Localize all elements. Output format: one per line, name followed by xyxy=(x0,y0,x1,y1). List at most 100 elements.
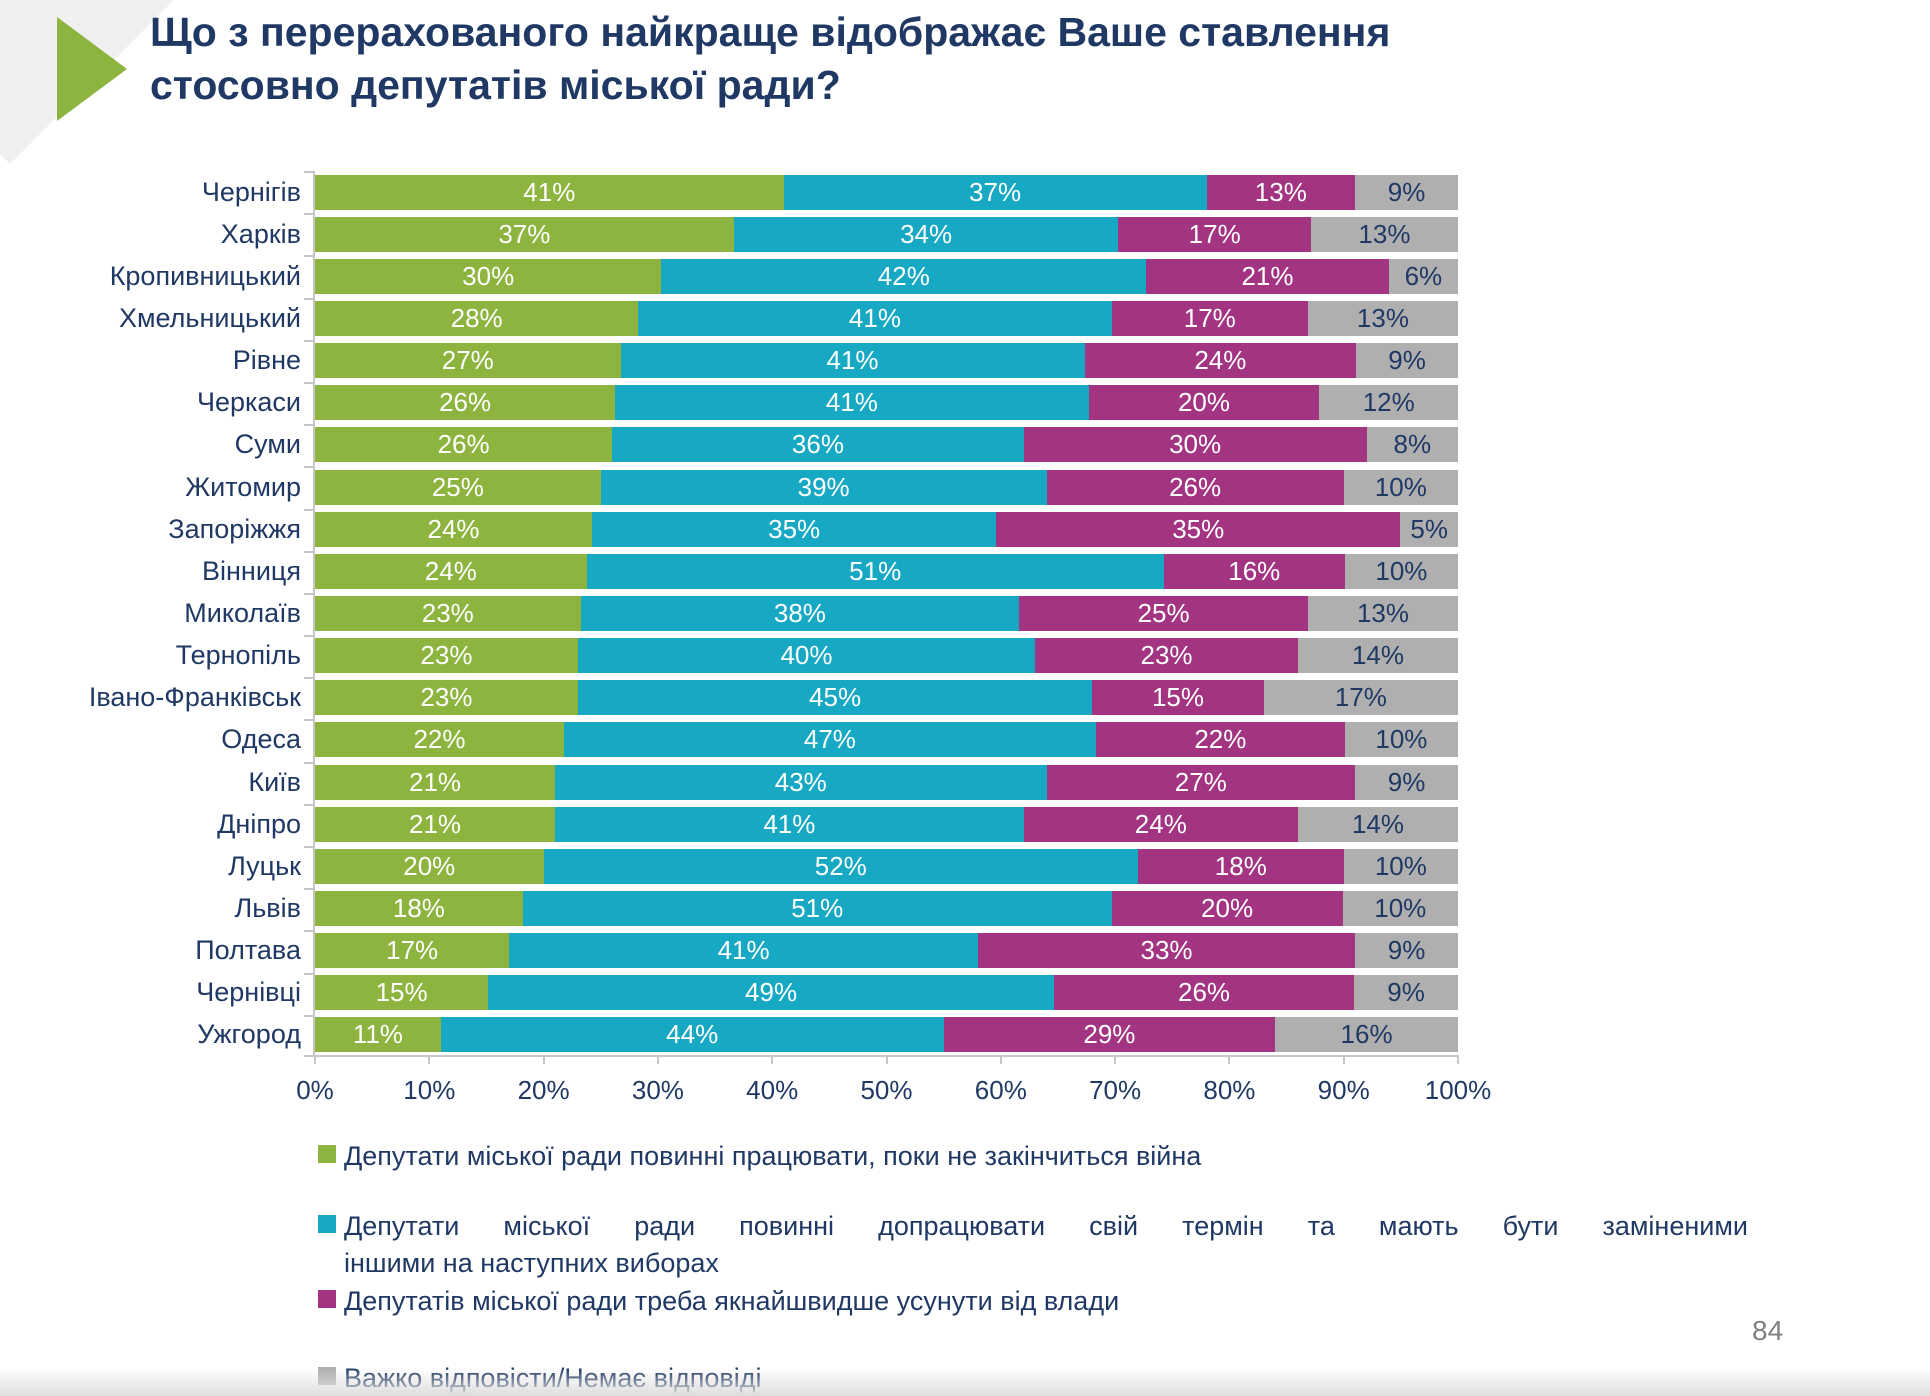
legend-label: Депутатів міської ради треба якнайшвидше… xyxy=(344,1283,1748,1319)
x-axis-tick-label: 40% xyxy=(746,1075,799,1105)
segment-value-label: 16% xyxy=(1340,1019,1393,1050)
bar-segment: 13% xyxy=(1310,216,1458,252)
category-label: Полтава xyxy=(195,935,301,966)
segment-value-label: 20% xyxy=(403,850,456,881)
bar-segment: 47% xyxy=(563,722,1096,758)
segment-value-label: 44% xyxy=(666,1019,719,1050)
category-label: Луцьк xyxy=(228,850,301,881)
bar-segment: 17% xyxy=(315,933,510,969)
bar-segment: 26% xyxy=(315,385,616,421)
segment-value-label: 24% xyxy=(427,513,480,544)
segment-value-label: 20% xyxy=(1177,387,1231,418)
legend-label-line: Депутати міської ради повинні допрацюват… xyxy=(344,1211,1748,1242)
segment-value-label: 41% xyxy=(717,935,770,966)
category-label: Київ xyxy=(248,766,301,797)
x-axis-tick xyxy=(999,1055,1002,1064)
bar-segment: 16% xyxy=(1275,1017,1458,1053)
x-axis-tick-label: 100% xyxy=(1424,1075,1492,1105)
bar-segment: 37% xyxy=(315,216,734,252)
y-axis-tick xyxy=(304,719,313,722)
stacked-bar: 11% 44% 29% 16% xyxy=(315,1017,1458,1053)
segment-value-label: 17% xyxy=(1334,682,1387,713)
segment-value-label: 26% xyxy=(1177,977,1231,1008)
segment-value-label: 30% xyxy=(462,260,515,291)
chart-row: Тернопіль 23% 40% 23% 14% xyxy=(176,635,1458,677)
bar-segment: 41% xyxy=(638,300,1112,336)
bar-segment: 37% xyxy=(783,174,1207,210)
bar-segment: 8% xyxy=(1366,427,1459,463)
y-axis-tick xyxy=(304,677,313,680)
category-label: Рівне xyxy=(232,345,301,376)
bar-segment: 5% xyxy=(1400,511,1459,547)
chart-row: Житомир 25% 39% 26% 10% xyxy=(185,466,1458,508)
bar-segment: 17% xyxy=(1118,216,1311,252)
segment-value-label: 14% xyxy=(1351,808,1404,839)
bar-segment: 51% xyxy=(522,890,1112,926)
bar-segment: 39% xyxy=(600,469,1047,505)
legend-label: Депутати міської ради повинні працювати,… xyxy=(344,1138,1748,1174)
legend-label-line: Депутатів міської ради треба якнайшвидше… xyxy=(344,1286,1120,1317)
segment-value-label: 24% xyxy=(1134,808,1187,839)
bar-segment: 41% xyxy=(555,806,1024,842)
segment-value-label: 26% xyxy=(1169,471,1222,502)
bar-segment: 18% xyxy=(315,890,523,926)
bar-segment: 22% xyxy=(315,722,564,758)
segment-value-label: 6% xyxy=(1404,260,1443,291)
legend-label-line: іншими на наступних виборах xyxy=(344,1247,719,1278)
bar-segment: 20% xyxy=(1111,890,1343,926)
segment-value-label: 10% xyxy=(1375,724,1428,755)
y-axis-tick xyxy=(304,424,313,427)
x-axis-tick xyxy=(656,1055,659,1064)
stacked-bar: 25% 39% 26% 10% xyxy=(315,469,1458,505)
segment-value-label: 18% xyxy=(392,892,445,923)
category-label: Суми xyxy=(234,429,301,460)
bar-segment: 16% xyxy=(1163,553,1345,589)
bar-segment: 21% xyxy=(1146,258,1389,294)
segment-value-label: 18% xyxy=(1214,850,1267,881)
bar-segment: 10% xyxy=(1343,469,1458,505)
segment-value-label: 24% xyxy=(424,555,477,586)
x-axis-tick-label: 60% xyxy=(974,1075,1027,1105)
segment-value-label: 41% xyxy=(826,345,879,376)
stacked-bar: 28% 41% 17% 13% xyxy=(315,300,1458,336)
bar-segment: 29% xyxy=(943,1017,1276,1053)
category-label: Запоріжжя xyxy=(168,513,301,544)
stacked-bar: 30% 42% 21% 6% xyxy=(315,258,1458,294)
stacked-bar: 24% 51% 16% 10% xyxy=(315,553,1458,589)
y-axis-tick xyxy=(304,339,313,342)
x-axis-tick xyxy=(1114,1055,1117,1064)
bar-segment: 25% xyxy=(1019,595,1308,631)
stacked-bar: 21% 43% 27% 9% xyxy=(315,764,1458,800)
stacked-bar: 41% 37% 13% 9% xyxy=(315,174,1458,210)
bar-segment: 21% xyxy=(315,764,556,800)
chart-row: Полтава 17% 41% 33% 9% xyxy=(195,930,1458,972)
y-axis-tick xyxy=(304,550,313,553)
legend-item: Депутати міської ради повинні допрацюват… xyxy=(318,1208,1748,1281)
segment-value-label: 14% xyxy=(1351,640,1405,671)
page-number: 84 xyxy=(1752,1315,1784,1346)
segment-value-label: 26% xyxy=(439,387,492,418)
segment-value-label: 22% xyxy=(1194,724,1247,755)
bar-segment: 41% xyxy=(315,174,784,210)
bar-segment: 13% xyxy=(1307,595,1459,631)
bar-segment: 40% xyxy=(577,638,1036,674)
segment-value-label: 28% xyxy=(450,302,503,333)
segment-value-label: 13% xyxy=(1356,302,1409,333)
stacked-bar: 21% 41% 24% 14% xyxy=(315,806,1458,842)
x-axis-tick xyxy=(1228,1055,1231,1064)
stacked-bar: 23% 45% 15% 17% xyxy=(315,680,1458,716)
segment-value-label: 51% xyxy=(849,555,902,586)
y-axis-tick xyxy=(304,508,313,511)
legend-item: Депутати міської ради повинні працювати,… xyxy=(318,1138,1748,1174)
segment-value-label: 27% xyxy=(441,345,494,376)
chart-row: Рівне 27% 41% 24% 9% xyxy=(233,340,1458,382)
segment-value-label: 33% xyxy=(1140,935,1193,966)
chart-row: Ужгород 11% 44% 29% 16% xyxy=(197,1014,1458,1056)
bar-segment: 9% xyxy=(1355,174,1458,210)
y-axis-tick xyxy=(304,381,313,384)
bar-segment: 26% xyxy=(315,427,613,463)
bar-segment: 18% xyxy=(1137,848,1344,884)
segment-value-label: 11% xyxy=(352,1019,403,1050)
segment-value-label: 23% xyxy=(421,597,474,628)
bar-segment: 34% xyxy=(733,216,1119,252)
